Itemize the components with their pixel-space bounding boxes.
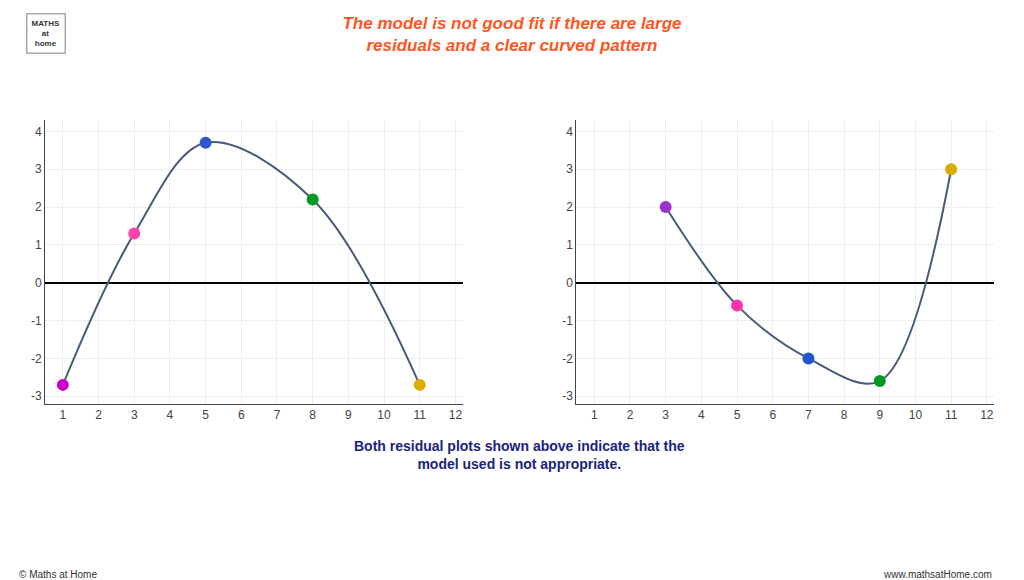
svg-text:-2: -2 — [562, 352, 573, 366]
svg-text:3: 3 — [35, 162, 42, 176]
svg-text:4: 4 — [35, 125, 42, 139]
svg-text:MATHSathome: MATHSathome — [32, 19, 61, 49]
svg-text:6: 6 — [769, 408, 776, 422]
svg-text:4: 4 — [566, 125, 573, 139]
svg-text:1: 1 — [35, 238, 42, 252]
svg-text:11: 11 — [413, 408, 426, 422]
svg-text:11: 11 — [945, 408, 958, 422]
svg-text:1: 1 — [566, 238, 573, 252]
svg-text:12: 12 — [980, 408, 994, 422]
svg-text:1: 1 — [59, 408, 66, 422]
svg-text:-3: -3 — [562, 389, 573, 403]
svg-text:2: 2 — [95, 408, 102, 422]
svg-text:10: 10 — [377, 408, 391, 422]
svg-text:2: 2 — [35, 200, 42, 214]
svg-text:12: 12 — [449, 408, 463, 422]
svg-text:4: 4 — [167, 408, 174, 422]
svg-text:5: 5 — [734, 408, 741, 422]
svg-text:3: 3 — [566, 162, 573, 176]
svg-text:-2: -2 — [31, 352, 42, 366]
svg-text:-1: -1 — [31, 314, 42, 328]
svg-text:2: 2 — [627, 408, 634, 422]
svg-text:2: 2 — [566, 200, 573, 214]
svg-text:-1: -1 — [562, 314, 573, 328]
svg-text:Both residual plots shown abov: Both residual plots shown above indicate… — [354, 438, 685, 472]
svg-text:9: 9 — [345, 408, 352, 422]
svg-text:3: 3 — [662, 408, 669, 422]
svg-text:0: 0 — [566, 276, 573, 290]
svg-text:7: 7 — [805, 408, 812, 422]
svg-text:1: 1 — [591, 408, 598, 422]
svg-text:4: 4 — [698, 408, 705, 422]
svg-text:The model is not good fit if t: The model is not good fit if there are l… — [342, 14, 681, 55]
svg-text:3: 3 — [131, 408, 138, 422]
svg-text:7: 7 — [274, 408, 281, 422]
svg-text:5: 5 — [202, 408, 209, 422]
svg-text:9: 9 — [876, 408, 883, 422]
svg-text:www.mathsatHome.com: www.mathsatHome.com — [883, 569, 992, 580]
svg-text:© Maths at Home: © Maths at Home — [19, 569, 97, 580]
svg-text:6: 6 — [238, 408, 245, 422]
svg-text:-3: -3 — [31, 389, 42, 403]
svg-text:8: 8 — [841, 408, 848, 422]
svg-text:0: 0 — [35, 276, 42, 290]
svg-text:8: 8 — [309, 408, 316, 422]
svg-text:10: 10 — [909, 408, 923, 422]
